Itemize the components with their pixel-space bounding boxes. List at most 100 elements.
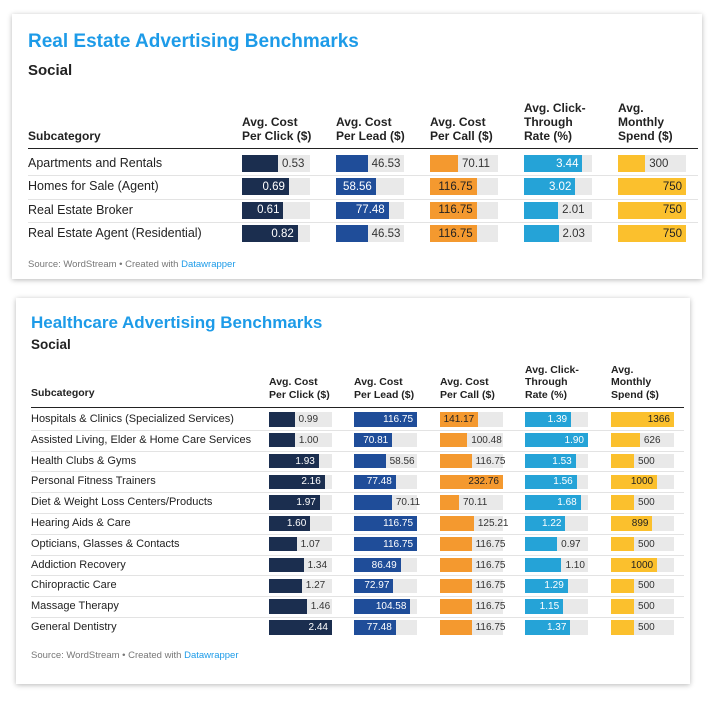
bar-avg-monthly-spend	[611, 516, 653, 531]
bar-track: 116.75	[354, 536, 417, 552]
row-divider	[31, 596, 684, 598]
bar-value-label: 0.69	[262, 180, 285, 193]
bar-avg-cost-per-click	[269, 516, 311, 531]
row-divider	[31, 617, 684, 618]
bar-avg-cost-per-lead	[354, 620, 396, 635]
chart-title: Real Estate Advertising Benchmarks	[28, 31, 359, 52]
row-divider	[28, 198, 698, 200]
datawrapper-link[interactable]: Datawrapper	[181, 259, 236, 270]
bar-value-label: 116.75	[383, 413, 413, 425]
bar-track: 0.69	[242, 178, 310, 196]
bar-value-label: 116.75	[475, 621, 506, 633]
bar-avg-cost-per-call	[440, 536, 472, 552]
row-label-personal-fitness-trainers: Personal Fitness Trainers	[31, 475, 156, 488]
bar-avg-cost-per-call	[440, 495, 459, 510]
bar-track: 1.39	[525, 412, 588, 427]
bar-value-label: 1000	[630, 559, 654, 571]
bar-track: 232.76	[440, 474, 503, 490]
bar-avg-monthly-spend	[611, 557, 658, 573]
bar-value-label: 100.48	[471, 434, 502, 446]
healthcare-benchmarks-card: Healthcare Advertising Benchmarks Social S…	[16, 298, 690, 684]
column-header-5: Avg. Monthly Spend ($)	[611, 363, 659, 401]
bar-track: 0.61	[242, 201, 310, 219]
bar-avg-cost-per-call	[430, 178, 477, 196]
bar-value-label: 500	[638, 601, 655, 613]
bar-value-label: 750	[662, 227, 682, 240]
bar-value-label: 70.11	[462, 157, 490, 170]
bar-value-label: 70.11	[462, 497, 488, 509]
bar-avg-cost-per-call	[440, 620, 472, 635]
bar-track: 125.21	[440, 516, 508, 531]
bar-avg-cost-per-click	[269, 557, 304, 573]
column-header-5: Avg. Monthly Spend ($)	[618, 101, 673, 143]
row-divider	[28, 221, 698, 223]
bar-value-label: 0.82	[271, 227, 294, 240]
bar-value-label: 626	[643, 434, 661, 446]
bar-avg-monthly-spend	[611, 412, 674, 427]
bar-avg-cost-per-lead	[354, 453, 386, 469]
bar-avg-monthly-spend	[618, 178, 686, 196]
bar-value-label: 125.21	[477, 517, 509, 529]
bar-track: 1.34	[269, 557, 332, 573]
bar-track: 1.07	[269, 536, 332, 552]
bar-value-label: 1.29	[544, 580, 564, 592]
bar-track: 70.11	[430, 155, 498, 173]
bar-avg-click-through-rate	[525, 495, 581, 510]
bar-track: 500	[611, 578, 674, 594]
bar-track: 1.93	[269, 453, 332, 469]
bar-avg-cost-per-call	[440, 578, 472, 594]
bar-value-label: 116.75	[383, 538, 413, 550]
bar-avg-click-through-rate	[524, 225, 559, 243]
chart-subtitle: Social	[31, 337, 71, 352]
bar-track: 500	[611, 495, 674, 510]
column-header-2: Avg. Cost Per Lead ($)	[336, 115, 405, 143]
subcategory-header: Subcategory	[28, 129, 101, 143]
bar-value-label: 116.75	[475, 580, 506, 592]
bar-track: 1.00	[269, 432, 332, 448]
bar-value-label: 2.44	[308, 621, 328, 633]
bar-avg-cost-per-lead	[354, 536, 417, 552]
bar-avg-monthly-spend	[611, 620, 635, 635]
bar-avg-click-through-rate	[525, 578, 568, 594]
row-label-hearing-aids-care: Hearing Aids & Care	[31, 517, 131, 529]
row-divider	[31, 513, 684, 514]
datawrapper-link[interactable]: Datawrapper	[184, 650, 239, 661]
bar-value-label: 116.75	[438, 204, 473, 217]
column-header-1: Avg. Cost Per Click ($)	[242, 115, 312, 143]
bar-avg-click-through-rate	[525, 453, 576, 469]
bar-value-label: 1.60	[286, 517, 307, 529]
bar-track: 46.53	[336, 225, 404, 243]
bar-value-label: 116.75	[438, 227, 473, 240]
row-divider	[31, 533, 684, 535]
bar-track: 77.48	[354, 620, 417, 635]
bar-track: 1.53	[525, 453, 588, 469]
bar-track: 77.48	[354, 474, 417, 490]
bar-track: 300	[618, 155, 686, 173]
bar-track: 104.58	[354, 599, 417, 614]
column-header-4: Avg. Click- Through Rate (%)	[524, 101, 586, 143]
bar-value-label: 1.10	[565, 559, 585, 571]
bar-avg-click-through-rate	[525, 620, 571, 635]
bar-value-label: 2.03	[562, 227, 585, 240]
row-label-chiropractic-care: Chiropractic Care	[31, 579, 117, 592]
bar-value-label: 1.93	[295, 455, 315, 467]
bar-avg-cost-per-lead	[354, 516, 417, 531]
bar-track: 1.60	[269, 516, 332, 531]
bar-value-label: 232.76	[468, 476, 499, 488]
bar-track: 70.11	[440, 495, 503, 510]
bar-value-label: 500	[638, 580, 655, 592]
bar-avg-cost-per-call	[440, 516, 474, 531]
bar-avg-cost-per-call	[440, 453, 472, 469]
bar-value-label: 77.48	[366, 476, 392, 488]
bar-value-label: 58.56	[389, 455, 415, 467]
bar-avg-cost-per-click	[242, 201, 284, 219]
bar-avg-cost-per-call	[440, 412, 479, 427]
bar-avg-monthly-spend	[611, 474, 658, 490]
bar-value-label: 500	[638, 621, 655, 633]
row-label-massage-therapy: Massage Therapy	[31, 600, 119, 613]
bar-avg-monthly-spend	[611, 536, 635, 552]
bar-avg-monthly-spend	[611, 578, 635, 594]
bar-avg-cost-per-call	[440, 557, 472, 573]
bar-avg-click-through-rate	[524, 201, 559, 219]
bar-track: 0.53	[242, 155, 310, 173]
